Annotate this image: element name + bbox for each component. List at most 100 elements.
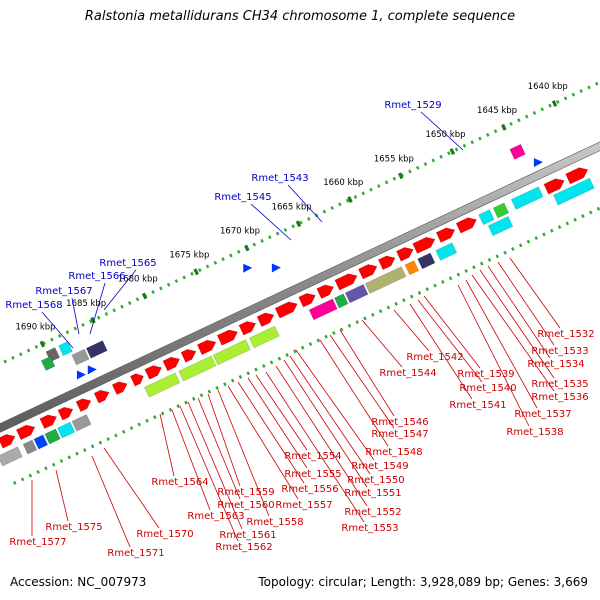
ruler-tick: [75, 451, 79, 456]
ruler-major-tick: [193, 268, 199, 276]
ruler-tick: [402, 298, 406, 303]
gene-feature: [334, 293, 349, 309]
ruler-tick: [324, 334, 328, 339]
ruler-tick: [176, 404, 180, 409]
label-layer: Rmet_1529 Rmet_1543 Rmet_1545 Rmet_1565 Rmet…: [5, 100, 594, 559]
gene-feature: [129, 373, 144, 387]
ruler-tick: [114, 433, 118, 438]
ruler-tick: [299, 220, 303, 225]
ruler-label: 1650 kbp: [425, 130, 465, 140]
ruler-tick: [153, 415, 157, 420]
ruler-tick: [127, 301, 132, 305]
ruler-major-tick: [449, 148, 456, 155]
gene-feature: [248, 325, 280, 349]
gene-label: Rmet_1558: [246, 517, 303, 528]
ruler-tick: [378, 309, 383, 314]
gene-feature: [308, 298, 338, 321]
ruler-tick: [431, 158, 436, 163]
leader-line: [457, 284, 530, 427]
ruler-major-tick: [347, 196, 353, 203]
ruler-tick: [579, 89, 583, 93]
gene-feature: [404, 260, 420, 276]
ruler-tick: [67, 455, 71, 460]
ruler-tick: [3, 359, 7, 364]
ruler-tick: [581, 214, 585, 219]
ruler-tick: [145, 418, 149, 423]
ruler-tick: [556, 100, 560, 104]
ruler-tick: [557, 225, 562, 230]
ruler-tick: [121, 429, 126, 434]
gene-feature: [71, 414, 92, 432]
ruler-tick: [408, 169, 412, 174]
ruler-tick: [151, 290, 155, 294]
leader-line: [361, 319, 403, 368]
ruler-tick: [550, 228, 554, 233]
ruler-tick: [448, 276, 453, 281]
leader-line: [171, 409, 211, 511]
ruler-label: 1690 kbp: [15, 323, 55, 333]
ruler-tick: [548, 103, 552, 108]
ruler-tick: [184, 400, 188, 405]
gene-layer: [0, 143, 595, 467]
ruler-tick: [332, 331, 336, 336]
ruler-tick: [28, 473, 33, 478]
leader-line: [179, 405, 239, 542]
gene-feature: [510, 186, 544, 210]
gene-label: Rmet_1566: [68, 271, 125, 282]
ruler-tick: [120, 304, 124, 309]
ruler-tick: [198, 268, 202, 273]
gene-feature: [44, 428, 61, 445]
leader-line: [187, 401, 243, 530]
gene-label: Rmet_1570: [136, 529, 193, 540]
gene-label: Rmet_1543: [251, 173, 308, 184]
ruler-tick: [50, 337, 54, 342]
gene-feature: [435, 227, 456, 243]
gene-feature: [256, 312, 275, 327]
gene-label: Rmet_1536: [531, 392, 588, 403]
gene-label: Rmet_1575: [45, 522, 102, 533]
gene-feature: [57, 406, 74, 421]
ruler-tick: [511, 247, 515, 251]
ruler-tick: [51, 462, 56, 467]
ruler-tick: [277, 356, 282, 361]
ruler-label: 1640 kbp: [528, 82, 568, 92]
ruler-tick: [238, 374, 243, 379]
ruler-tick: [540, 107, 545, 112]
strand-marker: [87, 365, 97, 375]
gene-feature: [412, 236, 436, 254]
ruler-major-tick: [39, 340, 46, 348]
ruler-tick: [594, 81, 599, 86]
ruler-tick: [205, 264, 210, 269]
gene-feature: [358, 264, 378, 280]
leader-line: [471, 274, 555, 392]
ruler-major-tick: [551, 100, 558, 107]
leader-line: [409, 303, 473, 400]
gene-label: Rmet_1538: [506, 427, 563, 438]
ruler-tick: [135, 297, 140, 302]
ruler-tick: [571, 92, 576, 97]
strand-marker: [533, 158, 543, 168]
gene-label: Rmet_1568: [5, 300, 62, 311]
ruler-tick: [588, 210, 593, 215]
gene-feature: [298, 293, 316, 308]
gene-feature: [455, 217, 477, 234]
ruler-tick: [314, 213, 319, 218]
leader-line: [250, 203, 292, 241]
ruler-outer: [3, 81, 599, 364]
leader-line: [227, 385, 299, 500]
ruler-tick: [20, 477, 25, 482]
ruler-tick: [456, 272, 461, 277]
gene-label: Rmet_1549: [351, 461, 408, 472]
gene-label: Rmet_1546: [371, 417, 428, 428]
gene-label: Rmet_1548: [365, 447, 422, 458]
ruler-label: 1660 kbp: [323, 178, 363, 188]
ruler-tick: [159, 286, 163, 291]
ruler-tick: [104, 312, 109, 316]
ruler-major-tick: [501, 123, 507, 131]
ruler-major-tick: [141, 292, 148, 300]
ruler-label: 1685 kbp: [66, 299, 106, 309]
gene-feature: [553, 177, 595, 206]
gene-feature: [93, 389, 110, 404]
ruler-tick: [59, 459, 64, 463]
